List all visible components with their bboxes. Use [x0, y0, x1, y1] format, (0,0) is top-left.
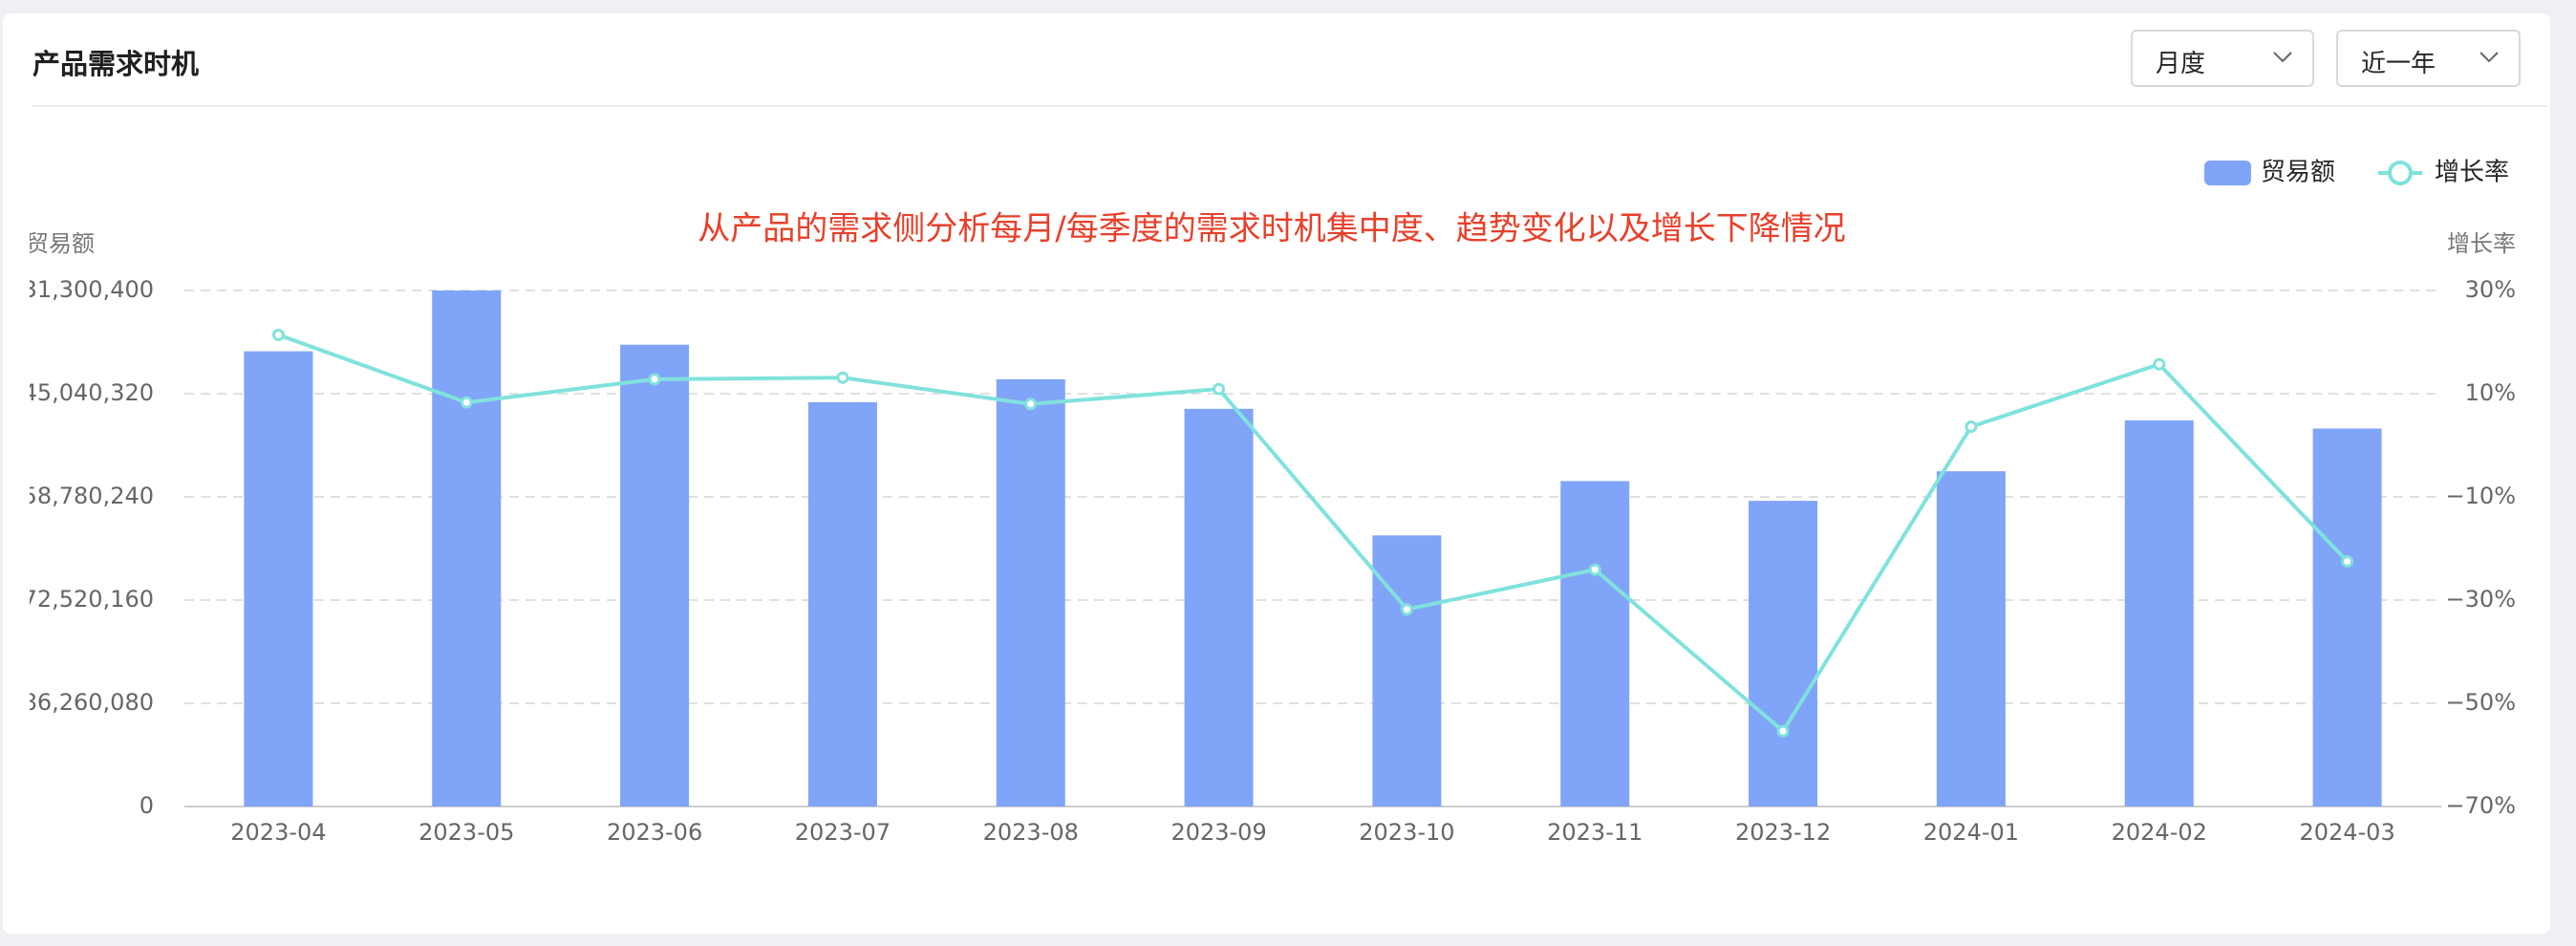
y2-tick-label: −70%: [2446, 792, 2516, 819]
bar: [2124, 419, 2194, 806]
dropdown-label: 近一年: [2361, 50, 2436, 78]
legend-label: 贸易额: [2261, 159, 2335, 187]
x-tick-label: 2023-05: [419, 819, 514, 846]
line-point: [2153, 357, 2166, 371]
x-tick-label: 2023-12: [1735, 819, 1831, 846]
line-point: [1213, 382, 1226, 396]
page-title: 产品需求时机: [32, 48, 200, 80]
y-tick-label: 258,780,240: [30, 483, 154, 509]
bar: [1749, 501, 1818, 806]
line-point: [1964, 420, 1978, 434]
subtitle: 从产品的需求侧分析每月/每季度的需求时机集中度、趋势变化以及增长下降情况: [698, 210, 1845, 248]
chevron: [2273, 52, 2292, 63]
period-dropdown[interactable]: 月度: [2131, 30, 2314, 87]
line-point: [1024, 398, 1038, 411]
bar: [432, 290, 502, 806]
card: 产品需求时机 月度 近一年 从产品的需求侧分析每月/每季度的需求时机集中度、趋势…: [3, 13, 2550, 934]
x-tick-label: 2024-02: [2112, 819, 2207, 846]
y2-tick-label: −30%: [2446, 586, 2516, 613]
y-axis-title: 贸易额: [30, 230, 95, 257]
bar: [1184, 408, 1254, 806]
x-tick-label: 2023-07: [795, 819, 891, 846]
bar: [1936, 471, 2006, 806]
line: [277, 333, 2350, 735]
y2-tick-label: −50%: [2446, 689, 2516, 716]
chart: 从产品的需求侧分析每月/每季度的需求时机集中度、趋势变化以及增长下降情况贸易额增…: [30, 159, 2516, 847]
line-point: [836, 371, 849, 384]
y2-axis-title: 增长率: [2447, 230, 2516, 257]
x-tick-label: 2023-08: [983, 819, 1079, 846]
divider: [32, 105, 2547, 107]
bar: [620, 344, 690, 806]
line-point: [271, 328, 285, 341]
chevron: [2479, 52, 2499, 63]
dropdown-label: 月度: [2156, 50, 2206, 78]
bar: [1560, 481, 1630, 806]
line-point: [460, 396, 473, 409]
line-point: [1588, 563, 1601, 576]
line-point: [2341, 555, 2354, 568]
x-tick-label: 2023-10: [1359, 819, 1454, 846]
x-tick-label: 2023-06: [607, 819, 702, 846]
x-tick-label: 2023-09: [1170, 819, 1266, 846]
legend-swatch: [2204, 161, 2251, 185]
range-dropdown[interactable]: 近一年: [2336, 30, 2521, 87]
y-tick-label: 172,520,160: [30, 586, 154, 613]
x-tick-label: 2023-04: [230, 819, 326, 846]
y-tick-label: 431,300,400: [30, 276, 154, 303]
bar: [807, 401, 877, 806]
y-tick-label: 86,260,080: [30, 689, 154, 716]
bar: [996, 378, 1065, 806]
line-point: [1776, 724, 1790, 738]
y-tick-label: 345,040,320: [30, 379, 154, 406]
x-tick-label: 2024-01: [1923, 819, 2019, 846]
line-point: [648, 373, 661, 386]
y-tick-label: 0: [140, 792, 154, 819]
y2-tick-label: −10%: [2446, 483, 2516, 509]
legend-label: 增长率: [2435, 159, 2509, 187]
bar: [2312, 428, 2382, 806]
y2-tick-label: 30%: [2465, 276, 2516, 303]
y2-tick-label: 10%: [2465, 379, 2516, 406]
line-point: [1400, 603, 1413, 616]
x-tick-label: 2023-11: [1547, 819, 1642, 846]
bar: [244, 351, 313, 806]
legend-swatch: [2388, 161, 2413, 185]
bar: [1372, 535, 1442, 806]
x-tick-label: 2024-03: [2299, 819, 2394, 846]
